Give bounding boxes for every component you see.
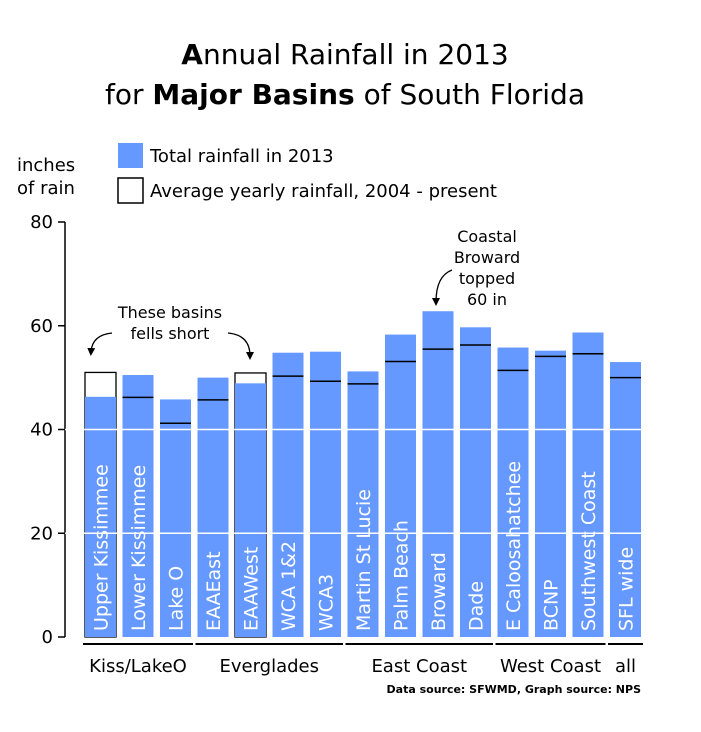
annotation-short: These basins fells short [87, 303, 254, 360]
bar-label: Palm Beach [391, 520, 413, 631]
annotation-broward: Coastal Broward topped 60 in [432, 227, 520, 309]
bar-total [460, 327, 491, 637]
bar-total [535, 350, 566, 637]
annotation-broward-line3: topped [459, 269, 515, 288]
bar-label: Lower Kissimmee [128, 465, 150, 631]
bar-total [272, 352, 304, 637]
bar-label: Lake O [166, 566, 188, 631]
bar-total [347, 371, 379, 637]
bar-total [197, 377, 229, 637]
y-tick-label: 60 [30, 316, 53, 337]
group-label: West Coast [500, 656, 601, 677]
bar-labels: Upper Kissimmee Lower Kissimmee Lake O EAAE… [91, 461, 638, 631]
group-brackets: Kiss/LakeO Everglades East Coast West Coast… [83, 643, 643, 677]
source-note: Data source: SFWMD, Graph source: NPS [387, 683, 642, 696]
bar-total [122, 375, 154, 637]
gridlines [65, 428, 643, 534]
bar-label: SFL wide [616, 547, 638, 631]
bar-total [235, 383, 266, 637]
bar-total [497, 347, 529, 637]
bar-total [572, 332, 604, 637]
chart-title-line2: for Major Basins of South Florida [105, 78, 585, 111]
bar-label: Martin St Lucie [353, 489, 375, 631]
y-tick-label: 20 [30, 523, 53, 544]
bar-label: EAAEast [203, 551, 225, 631]
annotation-short-arrow-right [227, 332, 254, 360]
bars [84, 311, 641, 638]
bar-label: Southwest Coast [578, 471, 600, 631]
chart-title-line1: Annual Rainfall in 2013 [181, 38, 508, 71]
y-tick-label: 40 [30, 420, 53, 441]
y-ticks: 0 20 40 60 80 [30, 212, 65, 648]
y-axis-label-line1: inches [17, 155, 75, 176]
bar-label: Dade [466, 581, 488, 631]
legend-label-total: Total rainfall in 2013 [149, 146, 334, 167]
annotation-broward-line1: Coastal [457, 227, 517, 246]
y-tick-label: 80 [30, 212, 53, 233]
y-axis-label-line2: of rain [17, 178, 75, 199]
bar-label: BCNP [541, 579, 563, 631]
group-label: Everglades [219, 656, 319, 677]
bar-total [422, 311, 454, 637]
group-label: all [615, 656, 636, 677]
annotation-short-line2: fells short [131, 324, 210, 343]
annotation-broward-line2: Broward [454, 248, 520, 267]
bar-label: Upper Kissimmee [91, 464, 113, 631]
y-tick-label: 0 [42, 627, 53, 648]
group-label: East Coast [371, 656, 467, 677]
annotation-short-line1: These basins [117, 303, 222, 322]
legend-label-average: Average yearly rainfall, 2004 - present [150, 181, 497, 202]
bar-label: WCA 1&2 [278, 541, 300, 631]
legend: Total rainfall in 2013 Average yearly ra… [117, 143, 497, 204]
bar-total [610, 362, 641, 637]
legend-swatch-average [117, 177, 144, 204]
bar-total [310, 351, 341, 637]
annotation-short-arrow-left [87, 332, 113, 356]
bar-total [385, 334, 416, 637]
legend-swatch-total [118, 143, 143, 168]
bar-total [160, 399, 191, 637]
bar-label: WCA3 [316, 574, 338, 631]
group-label: Kiss/LakeO [89, 656, 187, 677]
bar-label: E Caloosahatchee [503, 461, 525, 631]
annotation-broward-line4: 60 in [467, 290, 507, 309]
bar-label: Broward [428, 552, 450, 631]
bar-total [85, 396, 116, 637]
annotation-broward-arrow [432, 269, 453, 306]
bar-label: EAAWest [241, 547, 263, 631]
